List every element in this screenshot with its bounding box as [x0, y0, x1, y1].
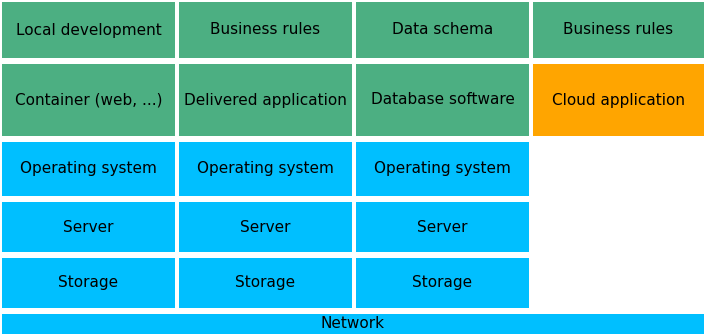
Text: Business rules: Business rules — [210, 23, 321, 38]
Bar — [179, 64, 352, 136]
Text: Local development: Local development — [16, 23, 162, 38]
Bar — [2, 202, 175, 252]
Bar — [356, 258, 529, 308]
Text: Storage: Storage — [235, 276, 296, 291]
Bar — [179, 202, 352, 252]
Text: Operating system: Operating system — [20, 162, 157, 176]
Bar — [2, 258, 175, 308]
Bar — [356, 142, 529, 196]
Text: Delivered application: Delivered application — [184, 92, 347, 108]
Bar — [179, 142, 352, 196]
Text: Server: Server — [240, 219, 291, 235]
Bar — [356, 64, 529, 136]
Bar — [2, 64, 175, 136]
Text: Container (web, ...): Container (web, ...) — [15, 92, 162, 108]
Text: Operating system: Operating system — [197, 162, 334, 176]
Bar — [533, 64, 704, 136]
Text: Storage: Storage — [59, 276, 119, 291]
Bar — [356, 2, 529, 58]
Text: Storage: Storage — [412, 276, 472, 291]
Bar — [2, 314, 704, 334]
Bar — [179, 258, 352, 308]
Text: Network: Network — [321, 317, 385, 332]
Text: Business rules: Business rules — [563, 23, 674, 38]
Bar — [2, 142, 175, 196]
Text: Operating system: Operating system — [374, 162, 511, 176]
Text: Data schema: Data schema — [392, 23, 493, 38]
Bar — [2, 2, 175, 58]
Bar — [179, 2, 352, 58]
Text: Server: Server — [64, 219, 114, 235]
Bar — [356, 202, 529, 252]
Text: Cloud application: Cloud application — [552, 92, 685, 108]
Text: Server: Server — [417, 219, 468, 235]
Text: Database software: Database software — [371, 92, 515, 108]
Bar — [533, 2, 704, 58]
